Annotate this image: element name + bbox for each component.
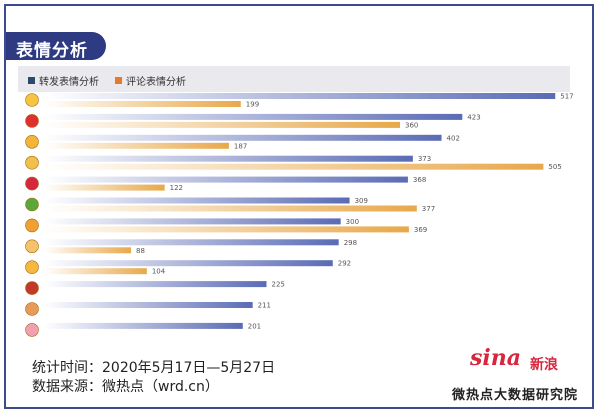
bar-comment bbox=[44, 121, 400, 128]
bar-comment bbox=[44, 142, 229, 149]
legend-label-forward: 转发表情分析 bbox=[39, 77, 99, 88]
bar-label-comment: 360 bbox=[405, 121, 418, 129]
bar-label-forward: 517 bbox=[560, 93, 573, 101]
bar-label-forward: 309 bbox=[355, 197, 368, 205]
cat-emoji-icon bbox=[25, 155, 39, 170]
bar-label-forward: 402 bbox=[447, 134, 460, 142]
bar-comment bbox=[44, 268, 147, 275]
like-badge-icon bbox=[25, 176, 39, 191]
legend-item-forward: 转发表情分析 bbox=[28, 73, 99, 88]
sina-logo: sina bbox=[470, 345, 521, 371]
bar-forward bbox=[44, 239, 339, 246]
kiss-emoji-icon bbox=[25, 218, 39, 233]
institute-name: 微热点大数据研究院 bbox=[452, 388, 579, 403]
bar-label-forward: 225 bbox=[272, 281, 285, 289]
bar-forward bbox=[44, 281, 267, 288]
bar-label-forward: 298 bbox=[344, 239, 357, 247]
bar-comment bbox=[44, 247, 132, 254]
bar-label-forward: 423 bbox=[467, 113, 480, 121]
grin-emoji-icon bbox=[25, 93, 39, 107]
bar-forward bbox=[44, 176, 408, 183]
bar-comment bbox=[44, 163, 544, 170]
chart-legend: 转发表情分析 评论表情分析 bbox=[28, 73, 186, 88]
laugh-emoji-icon bbox=[25, 260, 39, 275]
bar-label-forward: 211 bbox=[258, 302, 271, 310]
bar-comment bbox=[44, 205, 417, 212]
title-banner bbox=[6, 32, 106, 60]
bar-comment bbox=[44, 101, 241, 107]
bar-label-comment: 505 bbox=[548, 163, 561, 171]
bar-forward bbox=[44, 113, 463, 120]
bar-label-forward: 292 bbox=[338, 260, 351, 268]
bar-label-forward: 368 bbox=[413, 176, 426, 184]
bar-label-comment: 187 bbox=[234, 142, 247, 150]
bar-label-comment: 199 bbox=[246, 101, 259, 109]
sina-logo-cn: 新浪 bbox=[530, 357, 558, 373]
bar-label-comment: 88 bbox=[136, 247, 145, 255]
bar-forward bbox=[44, 302, 253, 308]
bar-label-forward: 201 bbox=[248, 322, 261, 330]
legend-item-comment: 评论表情分析 bbox=[115, 73, 186, 88]
data-source: 数据来源：微热点（wrd.cn） bbox=[32, 379, 219, 395]
legend-band bbox=[18, 66, 570, 92]
legend-label-comment: 评论表情分析 bbox=[126, 77, 186, 88]
bar-label-comment: 369 bbox=[414, 226, 427, 234]
bar-label-forward: 300 bbox=[346, 218, 359, 226]
victory-hand-icon bbox=[25, 239, 39, 254]
bar-forward bbox=[44, 155, 413, 162]
bar-forward bbox=[44, 93, 556, 99]
bar-label-forward: 373 bbox=[418, 155, 431, 163]
pig-emoji-icon bbox=[25, 323, 39, 337]
bar-label-comment: 377 bbox=[422, 205, 435, 213]
page-title: 表情分析 bbox=[16, 41, 88, 61]
bar-forward bbox=[44, 134, 442, 141]
statistics-period: 统计时间：2020年5月17日—5月27日 bbox=[32, 360, 276, 376]
bar-forward bbox=[44, 218, 341, 225]
bar-comment bbox=[44, 184, 165, 191]
gift-emoji-icon bbox=[25, 197, 39, 212]
bar-forward bbox=[44, 197, 350, 204]
bar-comment bbox=[44, 226, 409, 233]
legend-swatch-comment bbox=[115, 77, 122, 84]
bear-emoji-icon bbox=[25, 302, 39, 316]
doge-emoji-icon bbox=[25, 135, 39, 149]
bar-forward bbox=[44, 322, 243, 329]
bar-label-comment: 122 bbox=[170, 184, 183, 192]
legend-swatch-forward bbox=[28, 77, 35, 84]
heart-emoji-icon bbox=[25, 114, 39, 128]
bar-forward bbox=[44, 260, 333, 267]
bundle-emoji-icon bbox=[25, 281, 39, 295]
bar-label-comment: 104 bbox=[152, 268, 166, 276]
